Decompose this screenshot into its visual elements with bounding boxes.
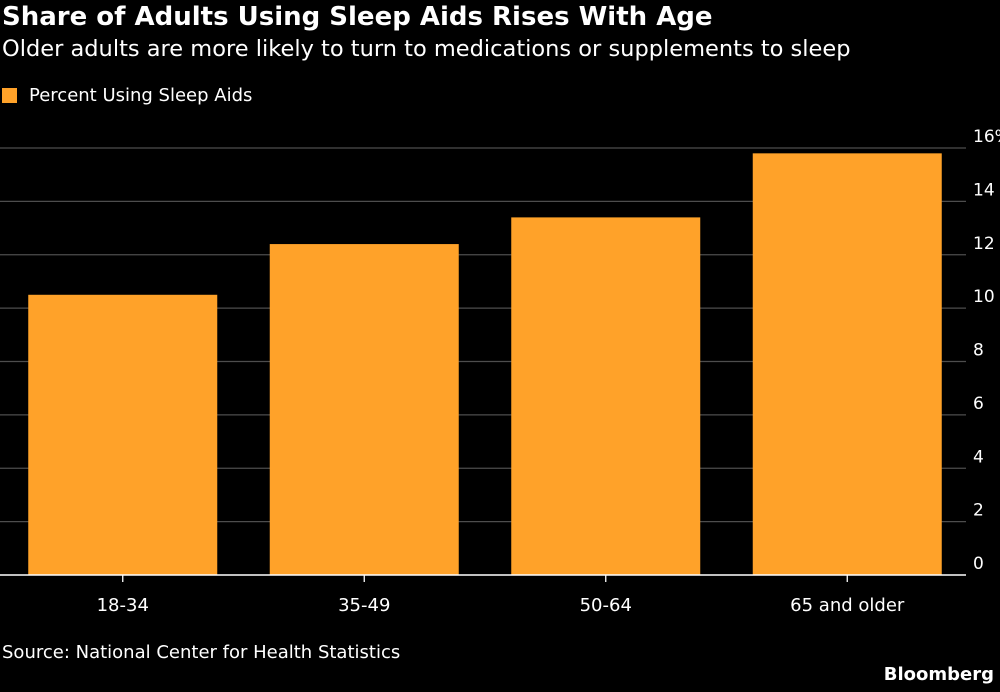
bar (28, 294, 218, 575)
y-tick-label: 4 (973, 447, 984, 467)
x-tick-label: 50-64 (580, 595, 632, 616)
axes: 0 2 4 6 8 10 12 14 16% 18-34 35-49 50-64 65 and olde… (0, 127, 1000, 616)
source-note: Source: National Center for Health Stati… (2, 642, 401, 663)
legend: Percent Using Sleep Aids (2, 82, 252, 108)
chart-subtitle: Older adults are more likely to turn to … (2, 36, 851, 62)
y-tick-label: 14 (973, 180, 995, 200)
y-tick-label: 6 (973, 394, 984, 414)
y-tick-label: 10 (973, 287, 995, 307)
y-tick-label: 0 (973, 554, 984, 574)
y-tick-label: 12 (973, 234, 995, 254)
chart-title: Share of Adults Using Sleep Aids Rises W… (2, 2, 713, 32)
x-tick-label: 35-49 (338, 595, 390, 616)
y-tick-label: 2 (973, 501, 984, 521)
x-tick-label: 18-34 (97, 595, 149, 616)
y-tick-label: 16% (973, 127, 1000, 147)
bar (752, 153, 942, 575)
bloomberg-logo: Bloomberg (883, 664, 994, 685)
legend-label: Percent Using Sleep Aids (29, 84, 253, 106)
y-tick-label: 8 (973, 341, 984, 361)
legend-swatch (2, 87, 17, 103)
bar (511, 217, 701, 575)
bars (28, 153, 942, 575)
x-tick-label: 65 and older (790, 595, 905, 616)
bar (269, 244, 459, 575)
